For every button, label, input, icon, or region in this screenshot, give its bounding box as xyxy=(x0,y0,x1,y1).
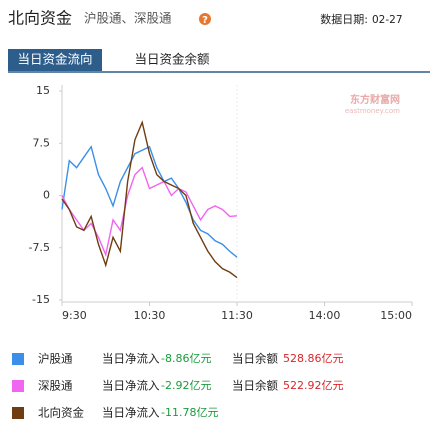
legend-label: 深股通 xyxy=(38,379,73,393)
inflow-value: -11.78亿元 xyxy=(161,406,218,419)
legend-swatch xyxy=(12,407,24,419)
watermark: 东方财富网 xyxy=(350,93,400,106)
series-line xyxy=(61,120,238,279)
x-tick-label: 15:00 xyxy=(380,309,412,322)
balance-value: 522.92亿元 xyxy=(283,379,344,392)
date: 02-27 xyxy=(372,14,403,26)
legend-label: 沪股通 xyxy=(38,352,73,366)
tab-active-bg[interactable] xyxy=(8,49,102,71)
balance-label: 当日余额 xyxy=(232,379,278,393)
legend-swatch xyxy=(12,380,24,392)
title: 北向资金 xyxy=(8,9,72,28)
y-tick-label: 7.5 xyxy=(33,136,51,149)
inflow-label: 当日净流入 xyxy=(102,406,160,420)
help-icon[interactable]: ? xyxy=(202,15,208,26)
tab[interactable]: 当日资金余额 xyxy=(134,52,210,67)
y-tick-label: 0 xyxy=(43,189,50,202)
inflow-value: -8.86亿元 xyxy=(161,352,211,365)
tab[interactable]: 当日资金流向 xyxy=(17,52,92,67)
legend-label: 北向资金 xyxy=(38,406,84,420)
y-tick-label: -7.5 xyxy=(29,241,50,254)
legend-swatch xyxy=(12,353,24,365)
x-tick-label: 9:30 xyxy=(62,309,87,322)
series-line xyxy=(61,145,238,258)
series-line xyxy=(61,166,238,258)
watermark: eastmoney.com xyxy=(345,107,400,115)
inflow-value: -2.92亿元 xyxy=(161,379,211,392)
inflow-label: 当日净流入 xyxy=(102,379,160,393)
y-tick-label: 15 xyxy=(36,84,50,97)
balance-label: 当日余额 xyxy=(232,352,278,366)
date-label: 数据日期: xyxy=(320,12,368,26)
x-tick-label: 10:30 xyxy=(134,309,166,322)
help-icon-bg[interactable] xyxy=(199,13,211,25)
y-tick-label: -15 xyxy=(32,293,50,306)
x-tick-label: 11:30 xyxy=(221,309,253,322)
balance-value: 528.86亿元 xyxy=(283,352,344,365)
subtitle: 沪股通、深股通 xyxy=(84,11,172,26)
inflow-label: 当日净流入 xyxy=(102,352,160,366)
x-tick-label: 14:00 xyxy=(309,309,341,322)
